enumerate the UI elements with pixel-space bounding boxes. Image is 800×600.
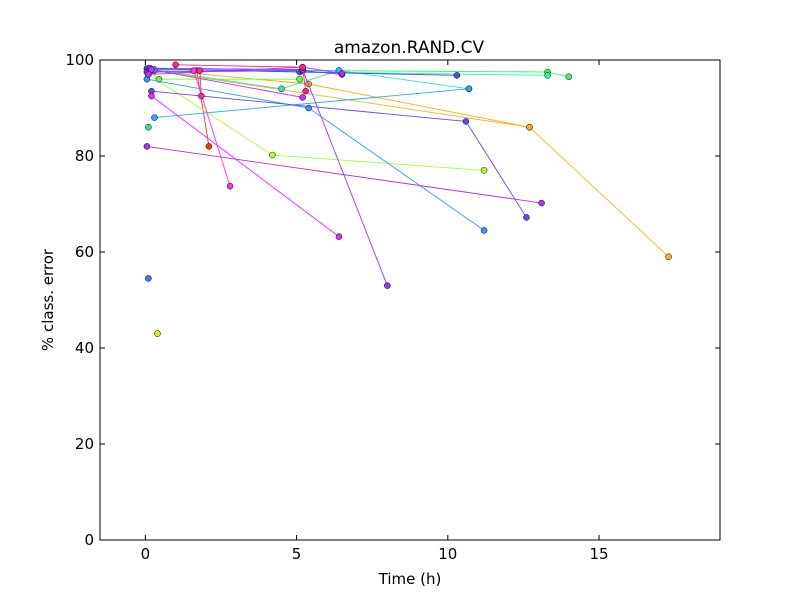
data-point-19-0 [148,66,155,73]
plot-frame [99,59,721,541]
y-axis-label: % class. error [39,248,57,351]
series-line-19 [151,69,303,98]
data-point-0-2 [205,143,213,150]
chart-title: amazon.RAND.CV [334,38,485,58]
data-point-23-1 [198,92,205,100]
x-tick-label: 15 [589,545,608,563]
data-point-20-0 [145,71,152,78]
data-point-19-1 [299,94,306,101]
y-tick-label: 60 [75,243,94,261]
series-line-22 [193,70,231,187]
y-tick-label: 40 [75,339,94,357]
data-point-7-0 [145,123,152,131]
data-point-4-1 [269,151,276,159]
data-point-21-1 [335,233,343,240]
data-point-13-0 [145,275,152,282]
data-point-21-0 [148,92,155,100]
series-line-9 [154,69,470,90]
data-point-17-2 [384,282,391,289]
axis-ticks: 0 5 10 15 0 20 40 60 80 100 [65,51,720,563]
data-point-3-0 [154,330,161,337]
data-point-24-1 [299,63,306,71]
series-line-21 [151,95,340,237]
data-point-8-1 [544,72,551,79]
y-tick-label: 0 [84,531,94,549]
plot-marks [143,61,672,337]
data-point-11-1 [465,85,473,93]
data-point-24-2 [302,87,309,95]
data-point-2-2 [665,253,672,261]
series-line-18 [146,145,542,204]
data-point-14-2 [453,72,461,79]
series-line-23 [199,70,202,97]
data-point-4-2 [480,167,488,174]
x-tick-label: 5 [292,545,302,563]
data-point-18-0 [143,143,151,150]
data-point-2-1 [526,123,533,131]
x-axis-label: Time (h) [378,570,442,588]
y-tick-label: 100 [65,51,94,69]
data-point-15-1 [462,118,470,125]
data-point-6-2 [565,73,573,81]
data-point-9-1 [278,85,285,93]
data-point-23-0 [196,67,204,74]
x-tick-label: 10 [438,545,457,563]
data-point-24-0 [172,61,179,69]
x-tick-label: 0 [141,545,151,563]
data-point-20-2 [338,70,346,77]
data-point-22-1 [226,182,234,190]
data-point-18-1 [538,199,545,207]
data-point-12-2 [480,227,488,234]
data-point-22-0 [190,67,198,74]
series-line-15 [151,90,527,218]
data-point-15-2 [523,214,530,221]
y-tick-label: 80 [75,147,94,165]
data-point-11-0 [151,114,158,121]
y-tick-label: 20 [75,435,94,453]
data-point-5-2 [296,75,303,83]
